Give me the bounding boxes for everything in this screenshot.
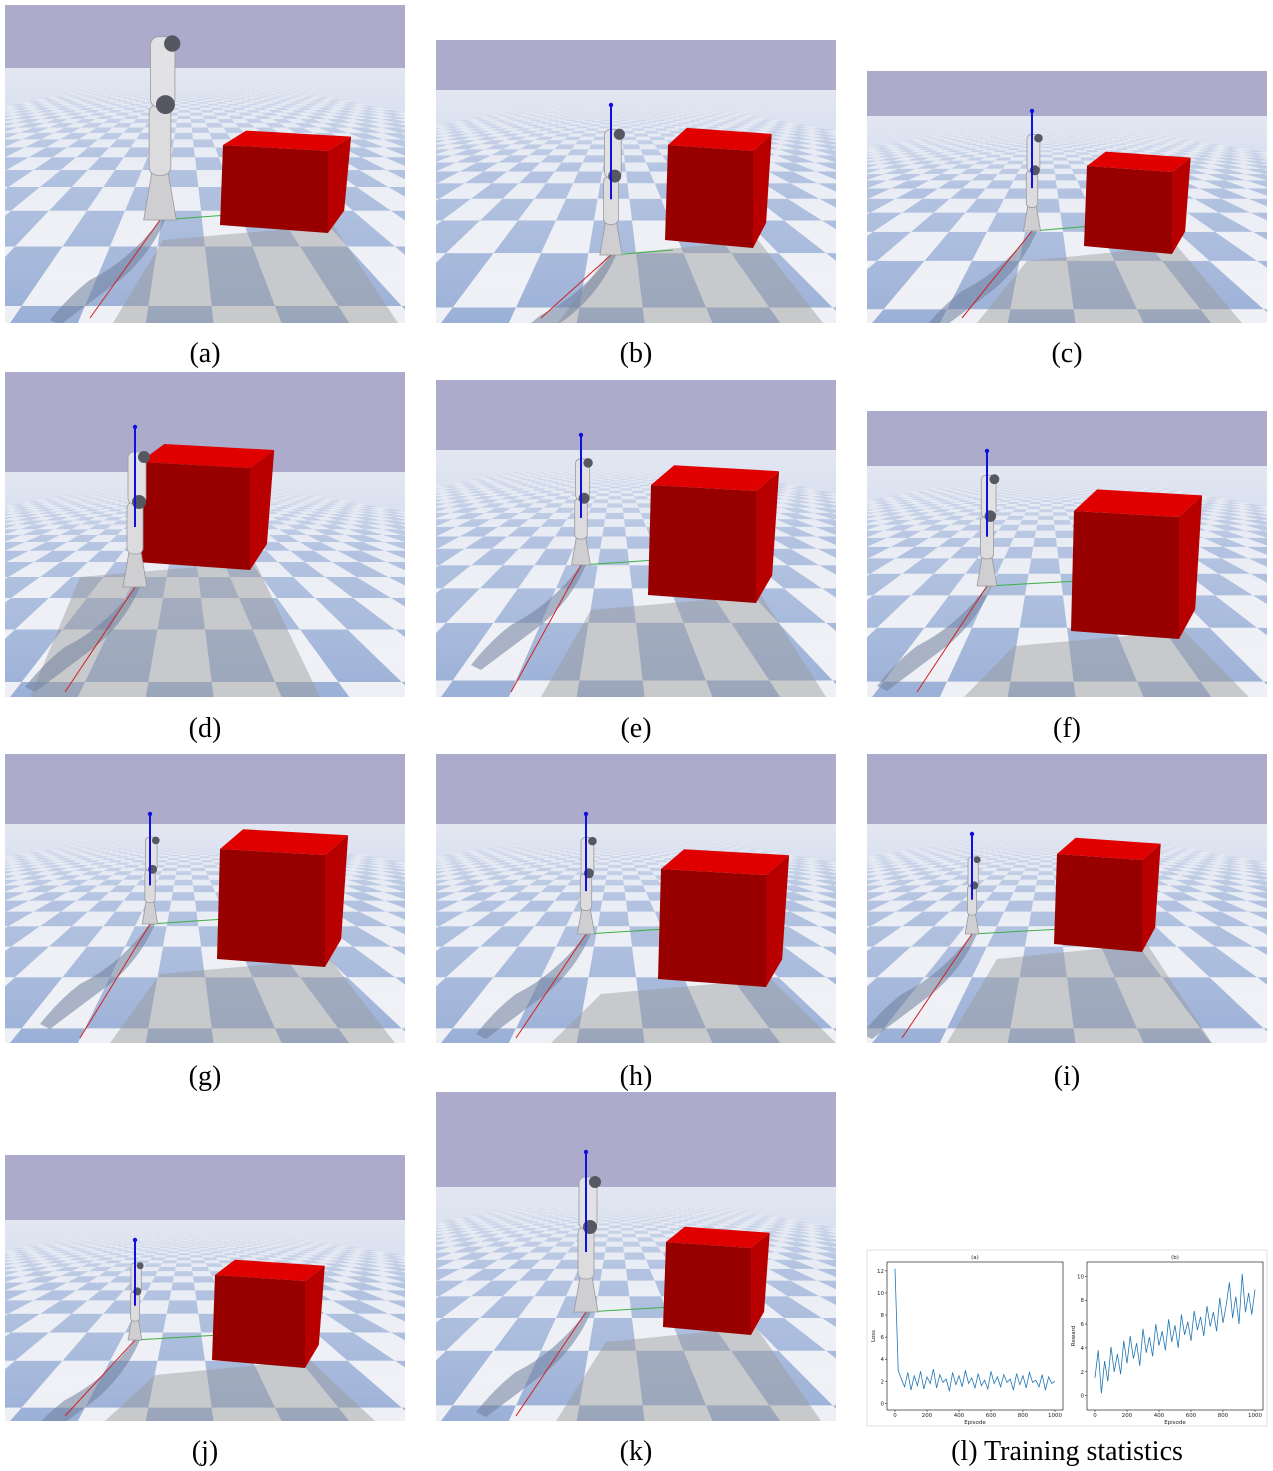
robot-joint	[156, 95, 175, 114]
y-tick-label: 0	[1081, 1394, 1085, 1400]
target-dot	[148, 812, 152, 816]
sky	[5, 754, 405, 824]
cube-front	[648, 485, 756, 603]
cube-front	[663, 1242, 751, 1335]
panel-caption: (h)	[620, 1061, 653, 1092]
cube-front	[137, 462, 250, 570]
x-axis-label: Episode	[1164, 1420, 1186, 1426]
target-dot	[609, 103, 613, 107]
x-axis-label: Episode	[964, 1420, 986, 1426]
y-tick-label: 12	[877, 1269, 884, 1275]
sky	[436, 754, 836, 824]
panel-caption: (d)	[189, 713, 222, 744]
robot-joint	[614, 129, 625, 140]
sky	[436, 40, 836, 90]
y-tick-label: 4	[881, 1357, 885, 1363]
panel-caption: (b)	[620, 338, 653, 369]
sky	[5, 1155, 405, 1220]
target-dot	[133, 1238, 137, 1242]
chart-frame	[867, 1250, 1267, 1426]
robot-joint	[152, 837, 160, 845]
x-tick-label: 0	[893, 1413, 897, 1419]
panel-caption: (g)	[189, 1061, 222, 1092]
y-tick-label: 10	[1077, 1274, 1084, 1280]
robot-joint	[989, 474, 999, 484]
target-dot	[985, 449, 989, 453]
robot-joint	[583, 458, 592, 467]
cube-front	[1071, 511, 1179, 639]
cube-front	[665, 145, 753, 248]
sky	[5, 5, 405, 68]
panel-caption: (a)	[189, 338, 220, 369]
target-dot	[1030, 109, 1034, 113]
x-tick-label: 1000	[1248, 1413, 1262, 1419]
chart-title: (b)	[1171, 1255, 1179, 1261]
robot-joint	[138, 451, 150, 463]
target-dot	[970, 832, 974, 836]
x-tick-label: 0	[1093, 1413, 1097, 1419]
robot-link	[149, 105, 171, 176]
y-tick-label: 8	[881, 1313, 885, 1319]
panel-caption: (f)	[1053, 713, 1081, 744]
y-tick-label: 2	[1081, 1370, 1085, 1376]
target-dot	[579, 433, 583, 437]
y-tick-label: 10	[877, 1291, 884, 1297]
cube-front	[1054, 854, 1142, 952]
panel-caption: (j)	[192, 1436, 218, 1467]
x-tick-label: 400	[954, 1413, 965, 1419]
panel-caption: (e)	[620, 713, 651, 744]
cube-front	[220, 145, 328, 233]
robot-joint	[974, 856, 981, 863]
y-axis-label: Loss	[871, 1330, 877, 1342]
sky	[436, 380, 836, 450]
cube-front	[217, 849, 325, 967]
robot-joint	[1034, 134, 1043, 143]
robot-joint	[164, 35, 180, 51]
sky	[436, 1092, 836, 1187]
cube-front	[1084, 166, 1172, 254]
sky	[867, 411, 1267, 466]
x-tick-label: 200	[1122, 1413, 1133, 1419]
panel-caption: (i)	[1054, 1061, 1080, 1092]
panel-caption: (k)	[620, 1436, 653, 1467]
cube-front	[658, 869, 766, 987]
robot-joint	[137, 1262, 144, 1269]
sky	[867, 754, 1267, 824]
panel-caption: (c)	[1051, 338, 1082, 369]
x-tick-label: 600	[1186, 1413, 1197, 1419]
target-dot	[133, 425, 137, 429]
y-tick-label: 8	[1081, 1298, 1085, 1304]
y-tick-label: 0	[881, 1401, 885, 1407]
x-tick-label: 400	[1154, 1413, 1165, 1419]
x-tick-label: 600	[986, 1413, 997, 1419]
panel-caption: (l) Training statistics	[951, 1436, 1183, 1467]
target-dot	[584, 812, 588, 816]
x-tick-label: 200	[922, 1413, 933, 1419]
figure-page: (a) (b) (c) (d) (e) (f) (g) (h) (i) (j) (k) (l) Tra…	[0, 0, 1273, 1471]
x-tick-label: 800	[1218, 1413, 1229, 1419]
x-tick-label: 800	[1018, 1413, 1029, 1419]
y-tick-label: 6	[881, 1335, 885, 1341]
y-axis-label: Reward	[1071, 1326, 1077, 1346]
robot-joint	[589, 1176, 601, 1188]
sky	[867, 71, 1267, 116]
x-tick-label: 1000	[1048, 1413, 1062, 1419]
cube-front	[212, 1275, 305, 1368]
y-tick-label: 6	[1081, 1322, 1085, 1328]
robot-joint	[588, 837, 597, 846]
target-dot	[584, 1150, 588, 1154]
figure: (a) (b) (c) (d) (e) (f) (g) (h) (i) (j) (k) (l) Tra…	[0, 0, 1273, 1471]
y-tick-label: 4	[1081, 1346, 1085, 1352]
chart-title: (a)	[971, 1255, 979, 1261]
y-tick-label: 2	[881, 1379, 885, 1385]
